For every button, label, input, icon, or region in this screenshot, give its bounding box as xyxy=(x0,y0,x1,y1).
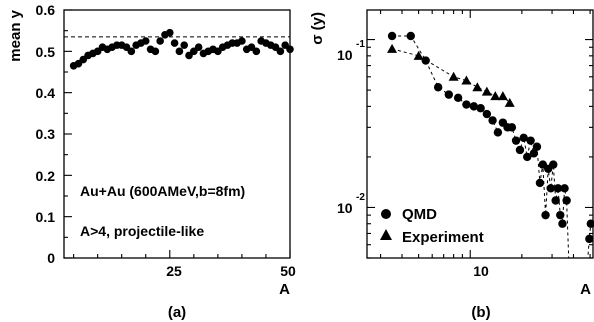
a-ytick-label-3: 0.3 xyxy=(36,126,56,142)
a-data-point xyxy=(252,47,261,56)
qmd-data-point xyxy=(519,133,528,142)
a-data-point xyxy=(156,37,164,45)
panel-a: 0 0.1 0.2 0.3 0.4 0.5 0.6 25 50 A mean y… xyxy=(7,2,296,321)
a-data-point xyxy=(151,47,160,56)
qmd-data-point xyxy=(535,178,545,188)
a-annotation-selection: A>4, projectile-like xyxy=(80,223,204,239)
panel-b-ticks xyxy=(367,10,593,259)
qmd-data-point xyxy=(453,93,463,102)
a-data-point xyxy=(141,37,150,45)
a-data-point xyxy=(165,28,174,37)
qmd-data-point xyxy=(433,83,443,92)
qmd-data-point xyxy=(476,104,485,113)
b-ytick-label-base-1: 10 xyxy=(337,47,353,63)
panel-a-frame xyxy=(63,9,291,259)
experiment-data-point xyxy=(472,82,483,92)
panel-a-y-ticks xyxy=(64,9,72,259)
a-ytick-label-6: 0.6 xyxy=(36,2,56,18)
qmd-data-point xyxy=(585,234,594,244)
qmd-data-point xyxy=(549,160,558,169)
a-x-axis-label: A xyxy=(279,281,290,298)
experiment-data-point xyxy=(481,86,492,96)
qmd-data-point xyxy=(482,109,492,119)
qmd-data-point xyxy=(488,116,497,125)
b-ytick-label-base-2: 10 xyxy=(337,200,353,216)
a-ytick-label-1: 0.1 xyxy=(36,209,56,225)
a-data-point xyxy=(127,47,136,56)
b-ytick-label-exp-2: -2 xyxy=(356,192,365,203)
qmd-data-point xyxy=(541,210,550,220)
qmd-data-point xyxy=(556,210,565,220)
qmd-data-point xyxy=(515,145,525,155)
qmd-data-point xyxy=(444,90,454,99)
qmd-data-point xyxy=(387,31,397,41)
a-xtick-label-50: 50 xyxy=(280,263,296,279)
panel-b: 10 -1 10 -2 10 A σ (y) (b) QMD Experimen… xyxy=(309,9,594,321)
a-data-point xyxy=(180,41,189,49)
b-x-axis-label: A xyxy=(580,281,591,298)
qmd-data-point xyxy=(529,149,539,158)
qmd-data-point xyxy=(532,142,542,151)
panel-a-label: (a) xyxy=(168,304,186,321)
qmd-data-point xyxy=(562,196,571,205)
panel-a-points xyxy=(69,28,294,70)
a-data-point xyxy=(238,37,246,45)
a-ytick-label-4: 0.4 xyxy=(36,85,56,101)
a-ytick-label-5: 0.5 xyxy=(36,44,56,60)
qmd-data-point xyxy=(493,128,503,137)
legend-experiment-label: Experiment xyxy=(402,229,484,246)
experiment-data-point xyxy=(490,91,501,101)
qmd-connector xyxy=(392,35,592,259)
a-data-point xyxy=(170,39,179,47)
a-data-point xyxy=(276,47,285,56)
legend-qmd-marker xyxy=(381,209,391,219)
qmd-points xyxy=(387,31,594,244)
qmd-data-point xyxy=(558,219,567,228)
qmd-data-point xyxy=(586,219,594,228)
panel-b-label: (b) xyxy=(471,304,490,321)
qmd-data-point xyxy=(560,184,569,193)
qmd-data-point xyxy=(526,136,535,145)
b-y-axis-label: σ (y) xyxy=(309,12,326,45)
a-data-point xyxy=(175,47,184,56)
experiment-data-point xyxy=(413,50,424,60)
panel-a-x-ticks xyxy=(73,250,291,258)
a-ytick-label-2: 0.2 xyxy=(36,168,56,184)
qmd-data-point xyxy=(406,31,415,41)
b-ytick-label-exp-1: -1 xyxy=(356,39,365,50)
qmd-data-point xyxy=(462,100,471,109)
experiment-data-point xyxy=(504,97,515,107)
experiment-data-point xyxy=(387,43,398,53)
experiment-data-point xyxy=(448,71,459,81)
a-ytick-label-0: 0 xyxy=(47,250,55,266)
legend-experiment-marker xyxy=(380,229,392,240)
legend: QMD Experiment xyxy=(380,206,484,246)
a-annotation-system: Au+Au (600AMeV,b=8fm) xyxy=(80,183,245,199)
qmd-data-point xyxy=(523,152,532,162)
experiment-data-point xyxy=(461,75,472,85)
experiment-points xyxy=(387,43,515,107)
a-data-point xyxy=(194,43,203,51)
qmd-data-point xyxy=(546,184,555,193)
a-xtick-label-25: 25 xyxy=(166,263,182,279)
qmd-data-point xyxy=(507,123,517,132)
qmd-data-point xyxy=(421,56,430,65)
a-data-point xyxy=(286,45,294,54)
qmd-data-point xyxy=(469,102,479,111)
qmd-data-point xyxy=(553,184,563,193)
panel-b-frame xyxy=(366,9,594,259)
experiment-data-point xyxy=(497,91,508,101)
a-y-axis-label: mean y xyxy=(7,9,24,61)
qmd-data-point xyxy=(551,196,560,205)
legend-qmd-label: QMD xyxy=(402,206,437,223)
qmd-data-point xyxy=(511,136,521,145)
b-xtick-label-10: 10 xyxy=(473,263,489,279)
